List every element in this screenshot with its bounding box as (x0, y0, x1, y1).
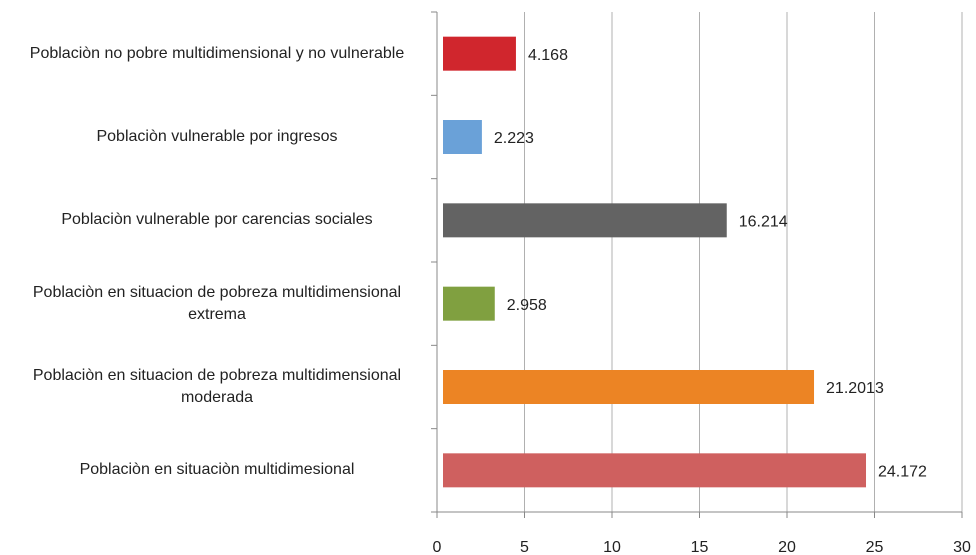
y-tick-label: Poblaciòn no pobre multidimensional y no… (29, 44, 405, 62)
x-tick-label: 30 (953, 539, 971, 555)
bar (443, 203, 727, 238)
y-tick-label: Poblaciòn en situacion de pobreza multid… (32, 283, 402, 323)
data-label: 24.172 (878, 464, 927, 481)
x-tick-label: 0 (433, 539, 442, 555)
x-tick-label: 20 (778, 539, 796, 555)
x-tick-label: 5 (520, 539, 529, 555)
data-label: 4.168 (528, 47, 568, 64)
y-tick-label: Poblaciòn en situaciòn multidimesional (79, 461, 355, 479)
bar (443, 36, 516, 71)
data-label: 2.958 (507, 297, 547, 314)
y-tick-label: Poblaciòn vulnerable por ingresos (96, 128, 338, 145)
bar (443, 370, 815, 404)
bar (443, 286, 495, 321)
y-tick-label: Poblaciòn en situacion de pobreza multid… (32, 367, 402, 406)
bar (443, 120, 482, 154)
data-label: 16.214 (739, 214, 788, 231)
data-label: 21.2013 (826, 380, 884, 397)
bar (443, 453, 867, 488)
data-label: 2.223 (494, 130, 534, 147)
x-tick-label: 15 (691, 539, 709, 555)
y-tick-label: Poblaciòn vulnerable por carencias socia… (61, 211, 373, 229)
x-tick-label: 25 (866, 539, 884, 555)
x-tick-label: 10 (603, 539, 621, 555)
